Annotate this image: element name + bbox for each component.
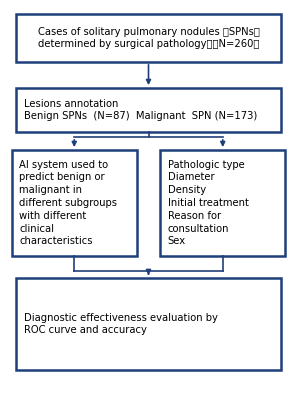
Text: AI system used to
predict benign or
malignant in
different subgroups
with differ: AI system used to predict benign or mali… (19, 160, 117, 246)
FancyBboxPatch shape (12, 150, 137, 256)
Text: Lesions annotation
Benign SPNs  (N=87)  Malignant  SPN (N=173): Lesions annotation Benign SPNs (N=87) Ma… (24, 98, 257, 121)
Text: Pathologic type
Diameter
Density
Initial treatment
Reason for
consultation
Sex: Pathologic type Diameter Density Initial… (168, 160, 249, 246)
FancyBboxPatch shape (160, 150, 285, 256)
FancyBboxPatch shape (16, 278, 281, 370)
FancyBboxPatch shape (16, 14, 281, 62)
Text: Diagnostic effectiveness evaluation by
ROC curve and accuracy: Diagnostic effectiveness evaluation by R… (24, 313, 218, 335)
FancyBboxPatch shape (16, 88, 281, 132)
Text: Cases of solitary pulmonary nodules （SPNs）
determined by surgical pathology　（N=2: Cases of solitary pulmonary nodules （SPN… (37, 26, 260, 49)
